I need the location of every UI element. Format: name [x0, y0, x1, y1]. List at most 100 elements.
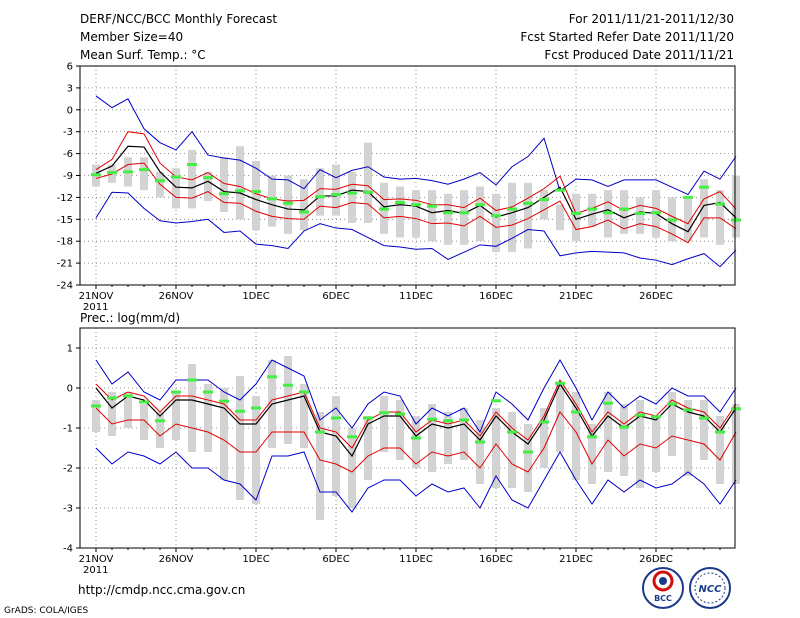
x-tick-label: 16DEC	[479, 554, 513, 565]
observed-marker	[123, 170, 133, 174]
spread-box	[188, 149, 196, 209]
bcc-logo-text: BCC	[654, 594, 672, 603]
ensemble-mean-line	[95, 382, 737, 458]
x-tick-year-label: 2011	[83, 565, 108, 576]
spread-box	[492, 193, 500, 253]
observed-marker	[651, 211, 661, 215]
x-tick-label: 26NOV	[159, 291, 194, 302]
observed-marker	[379, 207, 389, 211]
observed-marker	[363, 190, 373, 194]
observed-marker	[715, 202, 725, 206]
spread-box	[460, 190, 468, 245]
observed-marker	[155, 179, 165, 183]
spread-box	[460, 408, 468, 460]
observed-marker	[635, 211, 645, 215]
spread-box	[396, 400, 404, 460]
mean-1-std-line	[95, 407, 737, 473]
y-tick-label: -24	[57, 281, 73, 292]
spread-box	[252, 396, 260, 504]
spread-box	[684, 197, 692, 242]
observed-marker	[171, 175, 181, 179]
observed-marker	[475, 440, 485, 444]
grads-credit: GrADS: COLA/IGES	[4, 606, 88, 616]
y-tick-label: 0	[67, 105, 73, 116]
observed-marker	[715, 430, 725, 434]
spread-box	[236, 146, 244, 220]
x-tick-label: 21NOV	[79, 554, 114, 565]
spread-box	[716, 416, 724, 484]
observed-marker	[699, 416, 709, 420]
observed-marker	[683, 195, 693, 199]
member-size-label: Member Size=40	[80, 30, 183, 44]
y-tick-label: -3	[63, 504, 73, 515]
ensemble-max-line	[95, 95, 737, 196]
spread-box	[636, 197, 644, 234]
observed-marker	[251, 190, 261, 194]
observed-marker	[731, 218, 741, 222]
y-tick-label: -6	[63, 149, 73, 160]
spread-box	[204, 171, 212, 202]
temp-panel-title: Mean Surf. Temp.: °C	[80, 48, 206, 62]
y-tick-label: 3	[67, 83, 73, 94]
spread-box	[204, 384, 212, 452]
spread-box	[620, 190, 628, 234]
chart-title: DERF/NCC/BCC Monthly Forecast	[80, 12, 277, 26]
observed-marker	[347, 435, 357, 439]
observed-marker	[123, 394, 133, 398]
y-tick-label: -9	[63, 171, 73, 182]
observed-marker	[571, 410, 581, 414]
source-url[interactable]: http://cmdp.ncc.cma.gov.cn	[78, 583, 245, 597]
spread-box	[124, 392, 132, 428]
spread-box	[252, 160, 260, 231]
observed-marker	[523, 201, 533, 205]
spread-box	[732, 404, 740, 484]
x-tick-label: 21NOV	[79, 291, 114, 302]
spread-box	[620, 404, 628, 476]
spread-box	[732, 175, 740, 238]
spread-box	[556, 204, 564, 231]
observed-marker	[539, 420, 549, 424]
x-tick-label: 21DEC	[559, 554, 593, 565]
observed-marker	[219, 192, 229, 196]
spread-box	[332, 396, 340, 496]
observed-marker	[555, 188, 565, 192]
mean-1-std-line	[95, 378, 737, 449]
spread-box	[508, 182, 516, 253]
observed-marker	[667, 402, 677, 406]
spread-box	[556, 384, 564, 452]
ensemble-max-line	[95, 358, 737, 434]
spread-box	[172, 168, 180, 209]
spread-box	[652, 416, 660, 472]
observed-marker	[363, 416, 373, 420]
spread-box	[300, 384, 308, 448]
observed-marker	[187, 378, 197, 382]
observed-marker	[507, 430, 517, 434]
observed-marker	[459, 211, 469, 215]
observed-marker	[347, 191, 357, 195]
observed-marker	[491, 214, 501, 218]
y-tick-label: 6	[67, 62, 73, 73]
spread-box	[156, 412, 164, 448]
observed-marker	[283, 383, 293, 387]
observed-marker	[635, 413, 645, 417]
spread-box	[332, 164, 340, 216]
observed-marker	[267, 197, 277, 201]
x-tick-label: 26NOV	[159, 554, 194, 565]
spread-box	[220, 157, 228, 212]
observed-marker	[203, 176, 213, 180]
observed-marker	[459, 418, 469, 422]
spread-box	[684, 400, 692, 476]
spread-box	[92, 400, 100, 432]
bcc-logo: BCC	[642, 567, 684, 609]
observed-marker	[587, 435, 597, 439]
observed-marker	[667, 218, 677, 222]
observed-marker	[187, 163, 197, 167]
spread-box	[364, 142, 372, 223]
x-tick-label: 6DEC	[322, 291, 349, 302]
spread-box	[140, 157, 148, 191]
observed-marker	[619, 425, 629, 429]
x-tick-label: 1DEC	[242, 554, 269, 565]
observed-marker	[443, 211, 453, 215]
spread-box	[444, 412, 452, 464]
